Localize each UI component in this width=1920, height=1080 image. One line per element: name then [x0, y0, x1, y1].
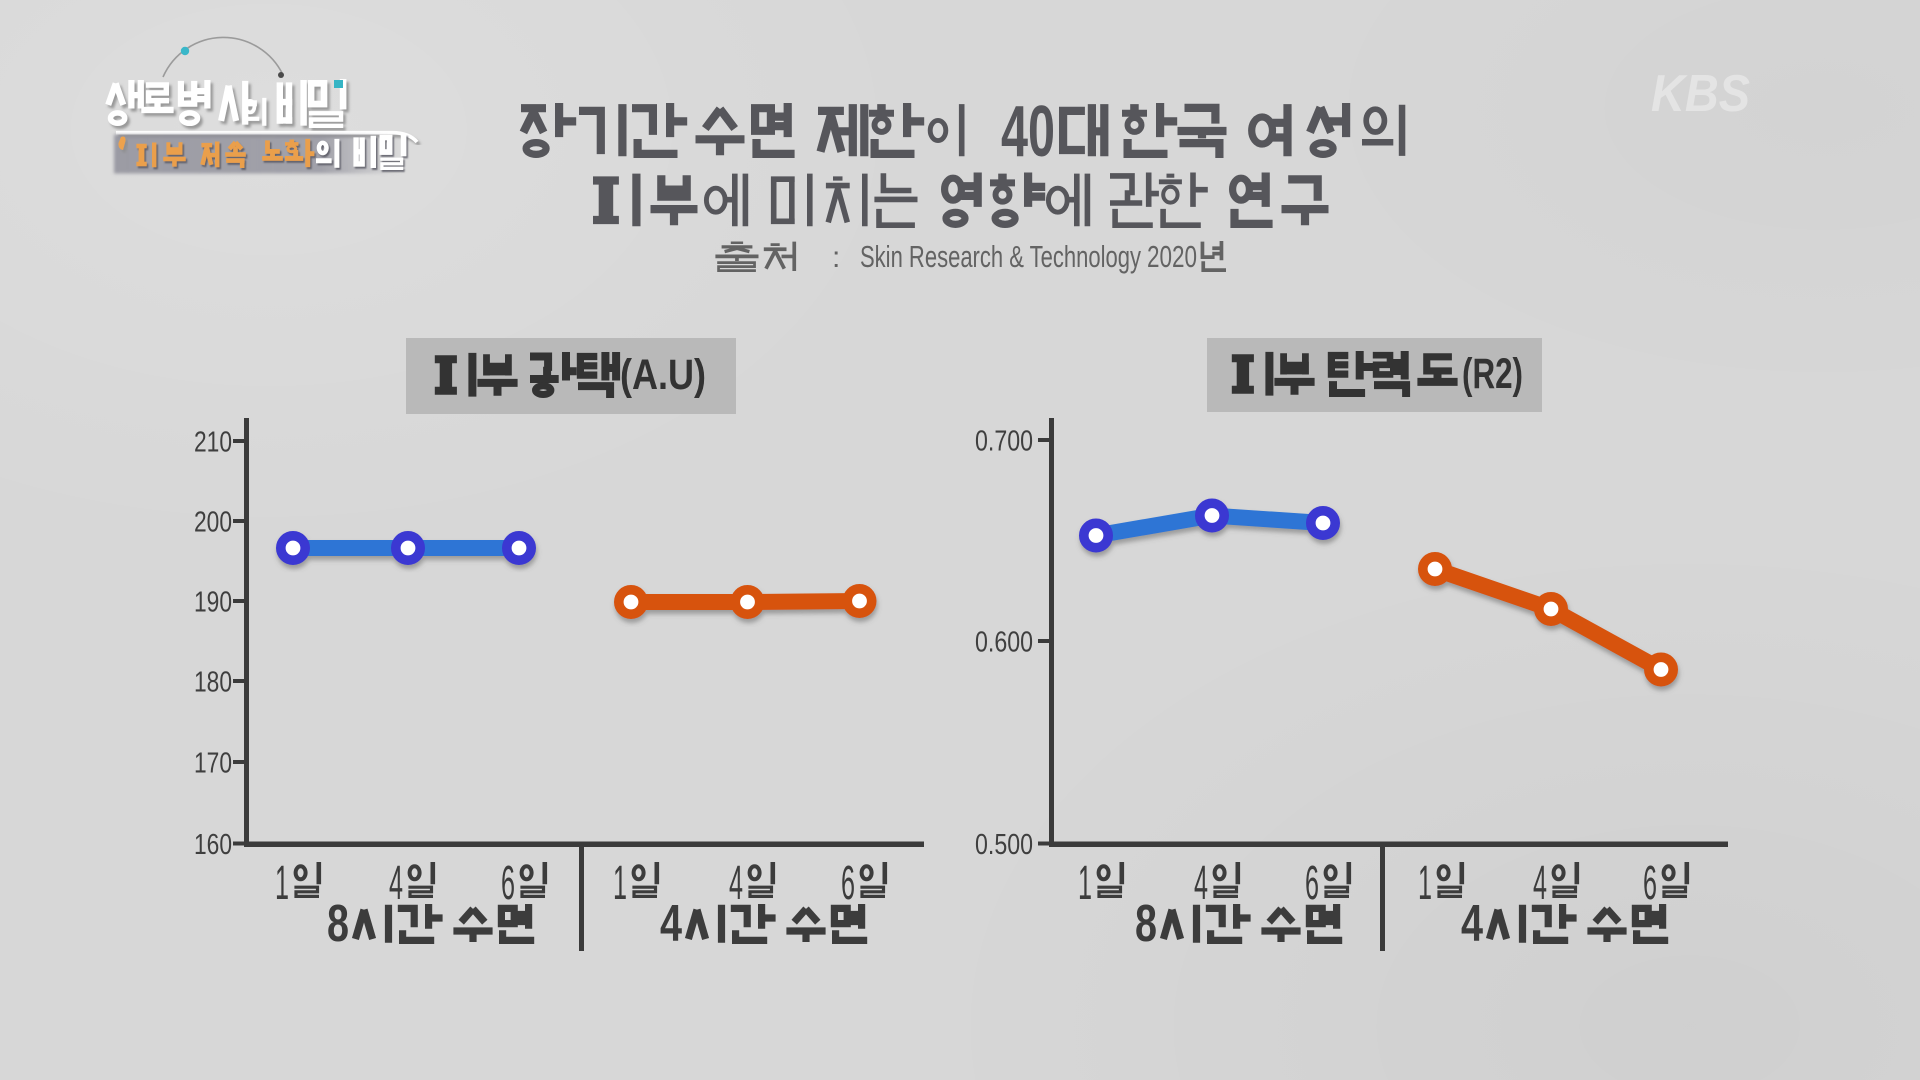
svg-text:1: 1 — [613, 857, 627, 910]
svg-text:4: 4 — [1533, 857, 1547, 910]
svg-text:190: 190 — [194, 587, 232, 619]
svg-text:8: 8 — [1135, 895, 1157, 953]
svg-text:4: 4 — [729, 857, 743, 910]
svg-text:180: 180 — [194, 667, 232, 699]
svg-text:6: 6 — [1643, 857, 1657, 910]
svg-text:6: 6 — [1305, 857, 1319, 910]
svg-text:4: 4 — [660, 895, 682, 953]
svg-text:6: 6 — [841, 857, 855, 910]
svg-text:0.500: 0.500 — [975, 829, 1033, 861]
svg-text::: : — [832, 241, 840, 274]
svg-text:1: 1 — [1418, 857, 1432, 910]
svg-text:160: 160 — [194, 829, 232, 861]
svg-text:0.600: 0.600 — [975, 627, 1033, 659]
svg-text:4: 4 — [1461, 895, 1483, 953]
svg-text:Skin Research & Technology: Skin Research & Technology — [860, 239, 1141, 274]
svg-text:200: 200 — [194, 507, 232, 539]
svg-text:8: 8 — [327, 895, 349, 953]
svg-text:0.700: 0.700 — [975, 426, 1033, 458]
svg-text:40: 40 — [1001, 92, 1055, 172]
svg-text:4: 4 — [389, 857, 403, 910]
svg-text:(A.U): (A.U) — [620, 351, 706, 399]
svg-text:6: 6 — [501, 857, 515, 910]
svg-text:4: 4 — [1194, 857, 1208, 910]
svg-text:(R2): (R2) — [1462, 350, 1523, 398]
svg-text:1: 1 — [1078, 857, 1092, 910]
svg-text:2020: 2020 — [1147, 239, 1197, 274]
svg-text:KBS: KBS — [1651, 65, 1750, 123]
svg-text:210: 210 — [194, 427, 232, 459]
svg-text:170: 170 — [194, 748, 232, 780]
svg-text:1: 1 — [275, 857, 289, 910]
